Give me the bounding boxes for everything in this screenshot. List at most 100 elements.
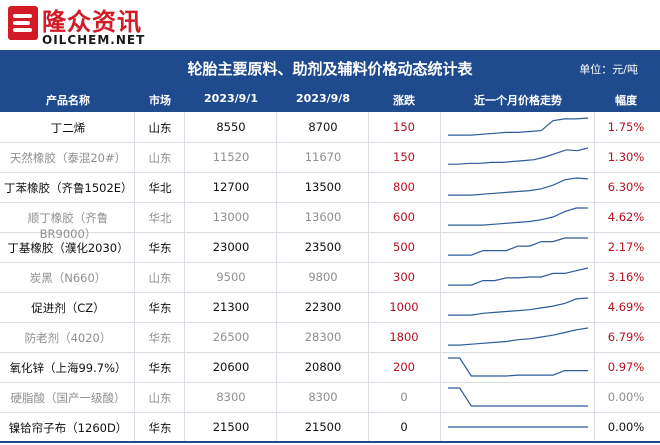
price-date-2-cell: 23500 [304, 240, 342, 254]
trend-line [448, 117, 589, 136]
column-divider [276, 112, 277, 442]
trend-line [448, 237, 588, 256]
column-divider [368, 112, 369, 442]
trend-sparkline [448, 267, 589, 286]
oilchem-logo-icon [8, 6, 38, 40]
header-percent: 幅度 [615, 94, 637, 107]
product-name-cell: 防老剂（4020） [24, 331, 112, 345]
market-cell: 华北 [148, 211, 172, 225]
header-product: 产品名称 [46, 94, 90, 107]
table-row: 丁苯橡胶（齐鲁1502E） 华北 12700 13500 800 6.30% [0, 172, 660, 203]
change-cell: 150 [393, 120, 415, 134]
change-cell: 1800 [389, 330, 419, 344]
price-date-1-cell: 23000 [212, 240, 250, 254]
table-bottom-border [0, 441, 660, 443]
table-row: 氧化锌（上海99.7%） 华东 20600 20800 200 0.97% [0, 352, 660, 383]
percent-cell: 0.97% [607, 360, 645, 374]
price-date-2-cell: 22300 [304, 300, 342, 314]
percent-cell: 1.30% [607, 150, 645, 164]
column-divider [594, 112, 595, 442]
price-date-1-cell: 11520 [212, 150, 250, 164]
market-cell: 华东 [148, 421, 172, 435]
trend-line [448, 327, 589, 346]
trend-sparkline [448, 207, 588, 226]
market-cell: 山东 [148, 121, 172, 135]
trend-line [448, 387, 588, 407]
column-divider [134, 112, 135, 442]
product-name-cell: 硬脂酸（国产一级酸） [10, 391, 126, 405]
market-cell: 山东 [148, 271, 172, 285]
price-date-2-cell: 28300 [304, 330, 342, 344]
table-row: 天然橡胶（泰混20#） 山东 11520 11670 150 1.30% [0, 142, 660, 173]
price-date-1-cell: 12700 [212, 180, 250, 194]
percent-cell: 4.69% [607, 300, 645, 314]
price-date-1-cell: 21300 [212, 300, 250, 314]
price-date-2-cell: 11670 [304, 150, 342, 164]
product-name-cell: 炭黑（N660） [29, 271, 107, 285]
change-cell: 1000 [389, 300, 419, 314]
market-cell: 华东 [148, 331, 172, 345]
change-cell: 200 [393, 360, 415, 374]
change-cell: 300 [393, 270, 415, 284]
trend-line [448, 267, 589, 286]
market-cell: 华东 [148, 361, 172, 375]
brand-bar: 隆众资讯 OILCHEM.NET [0, 0, 660, 50]
price-date-2-cell: 8300 [308, 390, 338, 404]
product-name-cell: 天然橡胶（泰混20#） [9, 151, 127, 165]
percent-cell: 3.16% [607, 270, 645, 284]
price-date-1-cell: 8300 [216, 390, 246, 404]
product-name-cell: 丁基橡胶（濮化2030） [7, 241, 129, 255]
price-date-1-cell: 26500 [212, 330, 250, 344]
trend-line [448, 147, 589, 165]
column-divider [184, 112, 185, 442]
price-date-1-cell: 13000 [212, 210, 250, 224]
trend-sparkline [448, 297, 589, 316]
trend-sparkline [448, 147, 589, 165]
price-date-2-cell: 13600 [304, 210, 342, 224]
percent-cell: 6.79% [607, 330, 645, 344]
title-bar: 轮胎主要原料、助剂及辅料价格动态统计表 单位：元/吨 [0, 50, 660, 86]
product-name-cell: 丁苯橡胶（齐鲁1502E） [4, 181, 133, 195]
brand-name-en: OILCHEM.NET [42, 33, 146, 47]
table-row: 炭黑（N660） 山东 9500 9800 300 3.16% [0, 262, 660, 293]
trend-sparkline [448, 327, 589, 346]
trend-sparkline [448, 426, 588, 428]
unit-label: 单位：元/吨 [579, 63, 638, 76]
trend-line [448, 177, 589, 196]
column-divider [440, 112, 441, 442]
header-trend: 近一个月价格走势 [474, 94, 562, 107]
table-row: 促进剂（CZ） 华东 21300 22300 1000 4.69% [0, 292, 660, 323]
change-cell: 0 [400, 420, 408, 434]
price-date-2-cell: 9800 [308, 270, 338, 284]
trend-sparkline [448, 237, 588, 256]
product-name-cell: 氧化锌（上海99.7%） [9, 361, 127, 375]
product-name-cell: 顺丁橡胶（齐鲁BR9000） [27, 211, 109, 241]
percent-cell: 0.00% [607, 390, 645, 404]
header-change: 涨跌 [393, 94, 415, 107]
product-name-cell: 丁二烯 [50, 121, 86, 135]
change-cell: 150 [393, 150, 415, 164]
trend-line [448, 207, 588, 226]
market-cell: 华东 [148, 241, 172, 255]
percent-cell: 2.17% [607, 240, 645, 254]
price-date-2-cell: 20800 [304, 360, 342, 374]
price-date-1-cell: 21500 [212, 420, 250, 434]
trend-line [448, 297, 589, 316]
table-header: 产品名称 市场 2023/9/1 2023/9/8 涨跌 近一个月价格走势 幅度 [0, 86, 660, 112]
change-cell: 600 [393, 210, 415, 224]
percent-cell: 4.62% [607, 210, 645, 224]
trend-sparkline [448, 387, 588, 407]
table-row: 丁二烯 山东 8550 8700 150 1.75% [0, 112, 660, 143]
brand-name-cn: 隆众资讯 [42, 8, 142, 36]
market-cell: 华东 [148, 301, 172, 315]
price-date-1-cell: 20600 [212, 360, 250, 374]
percent-cell: 0.00% [607, 420, 645, 434]
change-cell: 800 [393, 180, 415, 194]
table-row: 顺丁橡胶（齐鲁BR9000） 华北 13000 13600 600 4.62% [0, 202, 660, 241]
table-row: 丁基橡胶（濮化2030） 华东 23000 23500 500 2.17% [0, 232, 660, 263]
table-title: 轮胎主要原料、助剂及辅料价格动态统计表 [187, 60, 473, 78]
table-row: 镍铪帘子布（1260D） 华东 21500 21500 0 0.00% [0, 412, 660, 443]
price-date-2-cell: 13500 [304, 180, 342, 194]
header-date-1: 2023/9/1 [204, 92, 258, 105]
header-market: 市场 [149, 94, 171, 107]
